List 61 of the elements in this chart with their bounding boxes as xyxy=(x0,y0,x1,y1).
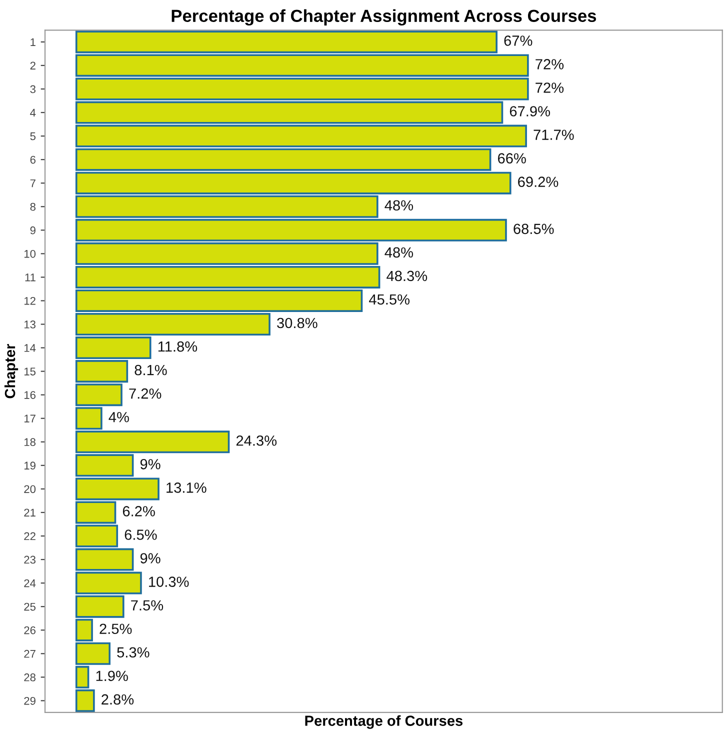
y-tick-label: 6 xyxy=(30,156,36,164)
y-tick-label: 20 xyxy=(24,485,36,494)
data-label: 71.7% xyxy=(534,130,574,140)
data-label: 9% xyxy=(140,553,160,564)
data-label: 68.5% xyxy=(514,224,554,234)
y-tick-label: 22 xyxy=(24,532,36,540)
data-label: 67.9% xyxy=(510,106,550,116)
data-label: 7.2% xyxy=(129,388,162,399)
data-label: 8.1% xyxy=(134,364,167,376)
x-axis-title: Percentage of Courses xyxy=(305,715,463,729)
data-label: 48.3% xyxy=(386,270,428,282)
y-tick-label: 25 xyxy=(24,602,36,611)
y-tick-label: 3 xyxy=(30,85,36,94)
data-label: 45.5% xyxy=(369,294,410,305)
y-tick-label: 7 xyxy=(30,179,36,188)
data-label: 2.8% xyxy=(102,694,134,705)
y-tick-label: 1 xyxy=(30,38,36,46)
y-tick-label: 4 xyxy=(30,108,36,117)
y-tick-label: 9 xyxy=(30,226,36,234)
y-tick-label: 8 xyxy=(30,202,36,211)
data-label: 7.5% xyxy=(131,600,164,610)
data-label: 10.3% xyxy=(149,576,189,587)
y-tick-label: 28 xyxy=(24,673,36,682)
y-tick-label: 17 xyxy=(24,414,36,422)
y-tick-label: 15 xyxy=(24,368,36,376)
y-tick-label: 19 xyxy=(24,462,36,470)
data-label: 48% xyxy=(384,200,414,211)
data-label: 30.8% xyxy=(277,318,318,328)
data-label: 4% xyxy=(108,412,129,422)
data-label: 66% xyxy=(498,153,526,164)
data-label: 48% xyxy=(384,247,414,258)
data-label: 1.9% xyxy=(96,670,128,682)
y-tick-label: 13 xyxy=(24,320,36,328)
y-tick-label: 11 xyxy=(25,274,36,282)
data-label: 11.8% xyxy=(158,341,198,352)
y-tick-label: 21 xyxy=(24,508,36,516)
data-label: 69.2% xyxy=(518,176,558,188)
data-label: 5.3% xyxy=(117,647,150,658)
y-tick-label: 10 xyxy=(24,250,36,258)
y-tick-label: 18 xyxy=(24,438,36,446)
y-tick-label: 23 xyxy=(24,556,36,564)
y-tick-label: 5 xyxy=(30,132,36,140)
data-label: 72% xyxy=(536,82,564,93)
data-label: 13.1% xyxy=(166,482,206,493)
y-tick-label: 16 xyxy=(24,391,36,399)
y-tick-label: 24 xyxy=(24,579,36,588)
y-tick-label: 14 xyxy=(24,344,36,352)
data-label: 67% xyxy=(504,36,532,46)
data-label: 6.2% xyxy=(122,506,155,516)
data-label: 2.5% xyxy=(100,624,132,634)
y-tick-label: 29 xyxy=(24,696,36,705)
y-tick-label: 12 xyxy=(24,297,36,305)
data-label: 24.3% xyxy=(236,435,277,446)
data-label: 72% xyxy=(536,59,564,70)
y-tick-label: 27 xyxy=(24,650,36,658)
chart-title: Percentage of Chapter Assignment Across Courses xyxy=(172,9,596,26)
y-tick-label: 2 xyxy=(30,62,36,70)
data-label: 9% xyxy=(140,459,160,470)
y-axis-title: Chapter xyxy=(4,344,18,398)
y-tick-label: 26 xyxy=(24,626,36,634)
data-label: 6.5% xyxy=(124,530,157,540)
